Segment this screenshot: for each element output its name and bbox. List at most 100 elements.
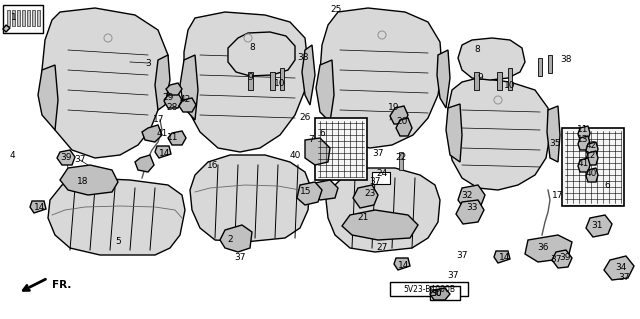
- Bar: [22, 10, 25, 26]
- Text: 20: 20: [396, 117, 408, 127]
- Polygon shape: [342, 210, 418, 240]
- Text: 37: 37: [456, 250, 468, 259]
- Bar: [562, 128, 624, 206]
- Polygon shape: [578, 158, 590, 172]
- Text: 30: 30: [430, 290, 442, 299]
- Polygon shape: [135, 155, 154, 172]
- Polygon shape: [297, 182, 322, 205]
- Text: 39: 39: [559, 254, 571, 263]
- Text: 10: 10: [504, 81, 516, 91]
- Bar: [37, 10, 40, 26]
- Polygon shape: [313, 180, 338, 200]
- Text: 2: 2: [227, 235, 233, 244]
- Polygon shape: [586, 142, 598, 156]
- Bar: [497, 72, 502, 90]
- Polygon shape: [155, 146, 171, 158]
- Polygon shape: [164, 93, 182, 108]
- Text: 12: 12: [586, 151, 596, 160]
- Polygon shape: [42, 8, 168, 158]
- Polygon shape: [353, 185, 378, 208]
- Bar: [315, 118, 367, 180]
- Text: 17: 17: [552, 190, 564, 199]
- Bar: [17, 10, 20, 26]
- Polygon shape: [448, 78, 550, 190]
- Polygon shape: [60, 165, 118, 195]
- Text: 15: 15: [300, 188, 312, 197]
- Polygon shape: [396, 118, 412, 136]
- Text: 42: 42: [179, 95, 191, 105]
- Polygon shape: [326, 168, 440, 252]
- Polygon shape: [604, 256, 634, 280]
- Polygon shape: [48, 178, 185, 255]
- Polygon shape: [437, 50, 450, 108]
- Text: 8: 8: [249, 42, 255, 51]
- Bar: [270, 72, 275, 90]
- Text: 6: 6: [604, 182, 610, 190]
- Bar: [3, 5, 43, 33]
- Text: 28: 28: [166, 102, 178, 112]
- Text: 11: 11: [577, 125, 589, 135]
- Text: 30: 30: [432, 288, 442, 298]
- Text: 24: 24: [376, 169, 388, 179]
- Text: 21: 21: [357, 213, 369, 222]
- Text: 31: 31: [591, 220, 603, 229]
- Text: 38: 38: [560, 56, 572, 64]
- Text: 3: 3: [145, 58, 151, 68]
- Text: 5: 5: [115, 238, 121, 247]
- Text: 6: 6: [319, 129, 325, 137]
- Polygon shape: [3, 25, 10, 32]
- Text: 42: 42: [586, 142, 596, 151]
- Polygon shape: [38, 65, 58, 130]
- Text: 4: 4: [9, 152, 15, 160]
- Bar: [32, 10, 35, 26]
- Text: 40: 40: [289, 151, 301, 160]
- Polygon shape: [179, 98, 196, 112]
- Text: 37: 37: [74, 155, 86, 165]
- Text: 23: 23: [364, 189, 376, 197]
- Polygon shape: [57, 150, 75, 165]
- Text: 41: 41: [156, 129, 168, 137]
- Polygon shape: [168, 131, 186, 145]
- Polygon shape: [494, 251, 510, 263]
- Bar: [27, 10, 30, 26]
- Text: 40: 40: [586, 168, 596, 177]
- Bar: [538, 58, 542, 76]
- Text: 11: 11: [167, 133, 179, 143]
- Text: 8: 8: [474, 46, 480, 55]
- Bar: [390, 282, 468, 296]
- Text: FR.: FR.: [52, 280, 72, 290]
- Bar: [12, 10, 15, 26]
- Text: 25: 25: [330, 5, 342, 14]
- Text: 14: 14: [35, 204, 45, 212]
- Text: 37: 37: [369, 176, 381, 186]
- Text: 10: 10: [275, 79, 285, 88]
- Bar: [7, 10, 10, 26]
- Polygon shape: [586, 151, 598, 165]
- Bar: [474, 72, 479, 90]
- Text: 37: 37: [372, 149, 384, 158]
- Text: 32: 32: [461, 190, 473, 199]
- Text: 37: 37: [234, 253, 246, 262]
- Polygon shape: [142, 125, 162, 142]
- Polygon shape: [305, 138, 330, 165]
- Text: 9: 9: [477, 73, 483, 83]
- Polygon shape: [547, 106, 560, 162]
- Bar: [372, 172, 390, 184]
- Polygon shape: [552, 250, 572, 268]
- Text: 37: 37: [447, 271, 459, 279]
- Text: 35: 35: [549, 138, 561, 147]
- Bar: [430, 286, 460, 300]
- Text: 27: 27: [376, 242, 388, 251]
- Polygon shape: [390, 106, 408, 124]
- Text: 16: 16: [207, 160, 219, 169]
- Text: 14: 14: [159, 149, 171, 158]
- Bar: [248, 72, 253, 90]
- Text: 1: 1: [11, 13, 17, 23]
- Polygon shape: [446, 104, 462, 162]
- Polygon shape: [458, 38, 525, 80]
- Polygon shape: [190, 155, 310, 242]
- Text: 14: 14: [499, 254, 511, 263]
- Text: 41: 41: [577, 160, 589, 168]
- Polygon shape: [394, 258, 410, 270]
- Bar: [508, 68, 512, 90]
